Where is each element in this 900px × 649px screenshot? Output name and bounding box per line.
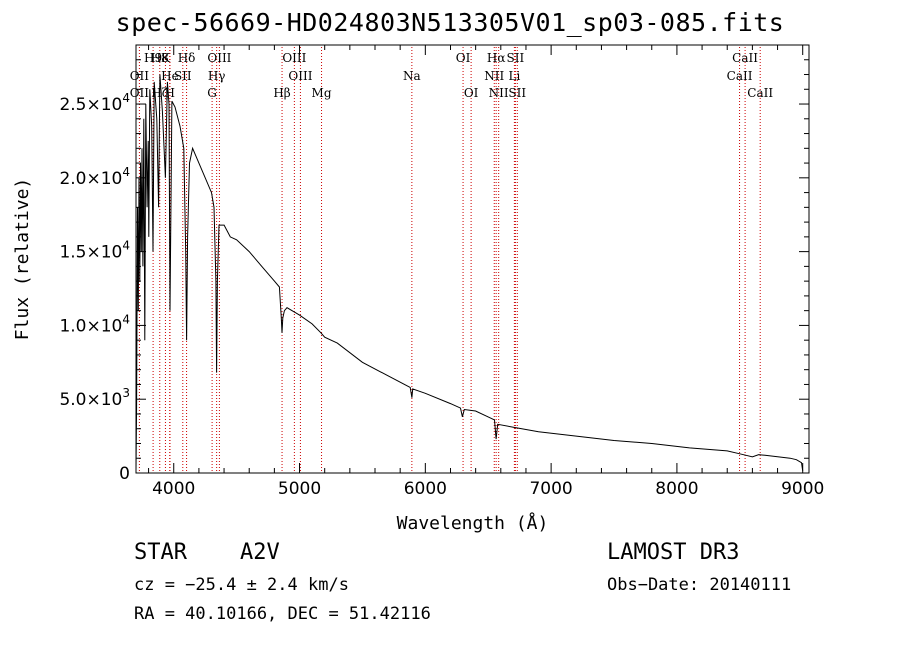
spectral-line-label: SII [508, 86, 526, 100]
y-tick-label: 0 [119, 464, 130, 484]
spectral-line-label: OIII [207, 51, 231, 65]
spectral-line-label: Hβ [273, 86, 290, 100]
marker-lines-group [138, 47, 761, 473]
spectral-line-label: SII [507, 51, 525, 65]
spectral-line-label: OII [130, 86, 150, 100]
y-axis-label: Flux (relative) [12, 178, 33, 341]
x-axis-label: Wavelength (Å) [397, 512, 549, 534]
y-tick-label: 2.5×104 [59, 91, 130, 115]
spectral-line-label: K [161, 51, 171, 65]
spectral-line-label: NII [489, 86, 509, 100]
spectral-line-label: H9 [144, 51, 162, 65]
x-tick-label: 5000 [278, 479, 321, 499]
spectral-line-label: OIII [288, 69, 312, 83]
spectral-line-label: OI [464, 86, 479, 100]
x-tick-label: 9000 [781, 479, 824, 499]
spectral-line-label: CaII [727, 69, 753, 83]
spectral-line-label: Hγ [208, 69, 226, 83]
y-tick-label: 2.0×104 [59, 165, 130, 189]
object-class: STAR [134, 540, 187, 565]
chart-title: spec-56669-HD024803N513305V01_sp03-085.f… [115, 8, 785, 37]
survey-name: LAMOST DR3 [607, 540, 740, 565]
spectral-line-label: G [207, 86, 217, 100]
axis-ticks-group [136, 45, 809, 474]
spectral-line-label: Na [403, 69, 421, 83]
x-tick-label: 6000 [404, 479, 447, 499]
x-tick-label: 4000 [152, 479, 195, 499]
spectral-line-label: SII [174, 69, 192, 83]
spectrum-line [135, 74, 804, 471]
y-tick-label: 5.0×103 [59, 386, 130, 410]
x-tick-label: 8000 [655, 479, 698, 499]
spectral-line-label: He [161, 69, 179, 83]
redshift-velocity: cz = −25.4 ± 2.4 km/s [134, 575, 349, 595]
y-tick-label: 1.0×104 [59, 312, 130, 336]
spectral-line-label: NII [484, 69, 504, 83]
spectral-line-label: H [164, 86, 174, 100]
x-tick-label: 7000 [529, 479, 572, 499]
spectral-line-label: Li [508, 69, 520, 83]
spectral-line-label: CaII [747, 86, 773, 100]
plot-frame [135, 44, 810, 474]
axis-labels-group: 4000 5000 6000 7000 8000 9000 0 5.0×103 1.0×104 1… [59, 91, 824, 499]
spectral-line-label: Hδ [178, 51, 196, 65]
coordinates: RA = 40.10166, DEC = 51.42116 [134, 604, 431, 624]
y-tick-label: 1.5×104 [59, 239, 130, 263]
spectral-line-label: OII [130, 69, 150, 83]
spectral-line-label: CaII [732, 51, 758, 65]
spectral-line-label: Hα [487, 51, 506, 65]
spectral-subclass: A2V [240, 540, 280, 565]
observation-date: Obs−Date: 20140111 [607, 575, 792, 595]
spectral-line-label: OI [456, 51, 471, 65]
spectral-line-label: Mg [312, 86, 332, 100]
spectral-line-label: OIII [282, 51, 306, 65]
spectral-line-label: H8 [151, 51, 169, 65]
